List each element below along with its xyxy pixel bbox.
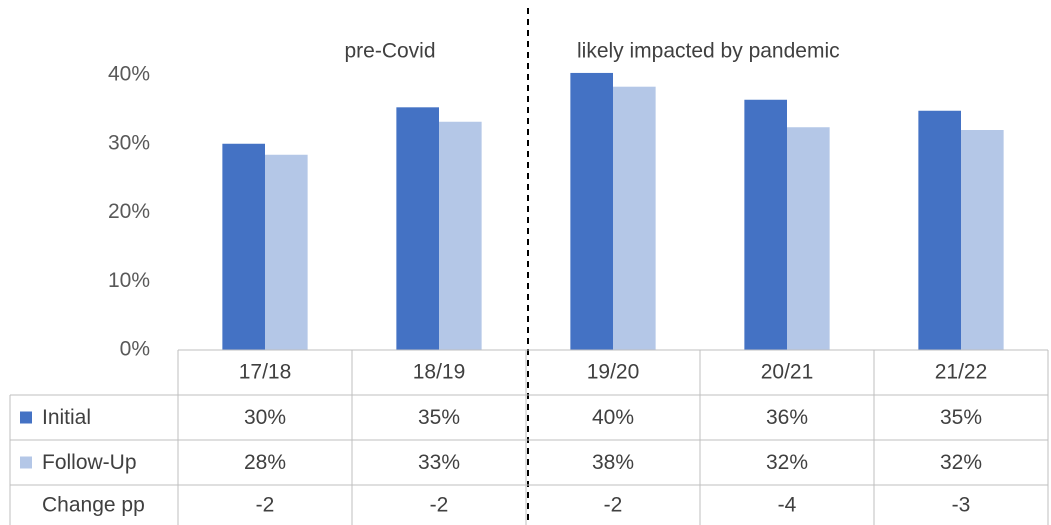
bar [787,127,830,350]
bar [961,130,1004,350]
bar [918,110,961,350]
y-tick-label: 20% [108,200,150,223]
change-value: -2 [256,494,275,517]
y-tick-label: 10% [108,269,150,292]
legend-label: Follow-Up [42,451,137,474]
data-label: 33% [418,451,460,474]
bar [222,143,265,350]
change-value: -4 [778,494,797,517]
bar [570,72,613,350]
bar [265,154,308,350]
y-tick-label: 30% [108,131,150,154]
annotation: likely impacted by pandemic [577,40,840,63]
change-value: -3 [952,494,971,517]
row-label: Change pp [42,494,145,517]
data-label: 32% [766,451,808,474]
legend-key [20,411,32,424]
y-tick-label: 40% [108,63,150,86]
change-value: -2 [430,494,449,517]
data-label: 32% [940,451,982,474]
bar [439,121,482,350]
data-label: 40% [592,406,634,429]
legend-label: Initial [42,406,91,429]
x-tick-label: 17/18 [239,361,292,384]
x-tick-label: 18/19 [413,361,466,384]
data-label: 30% [244,406,286,429]
data-label: 35% [418,406,460,429]
x-tick-label: 21/22 [935,361,988,384]
data-label: 36% [766,406,808,429]
data-label: 28% [244,451,286,474]
y-tick-label: 0% [120,338,150,361]
bar [396,107,439,350]
change-value: -2 [604,494,623,517]
bar [744,99,787,350]
annotation: pre-Covid [344,40,435,63]
data-label: 35% [940,406,982,429]
legend-key [20,456,32,469]
x-tick-label: 19/20 [587,361,640,384]
bar [613,86,656,350]
data-label: 38% [592,451,634,474]
x-tick-label: 20/21 [761,361,814,384]
